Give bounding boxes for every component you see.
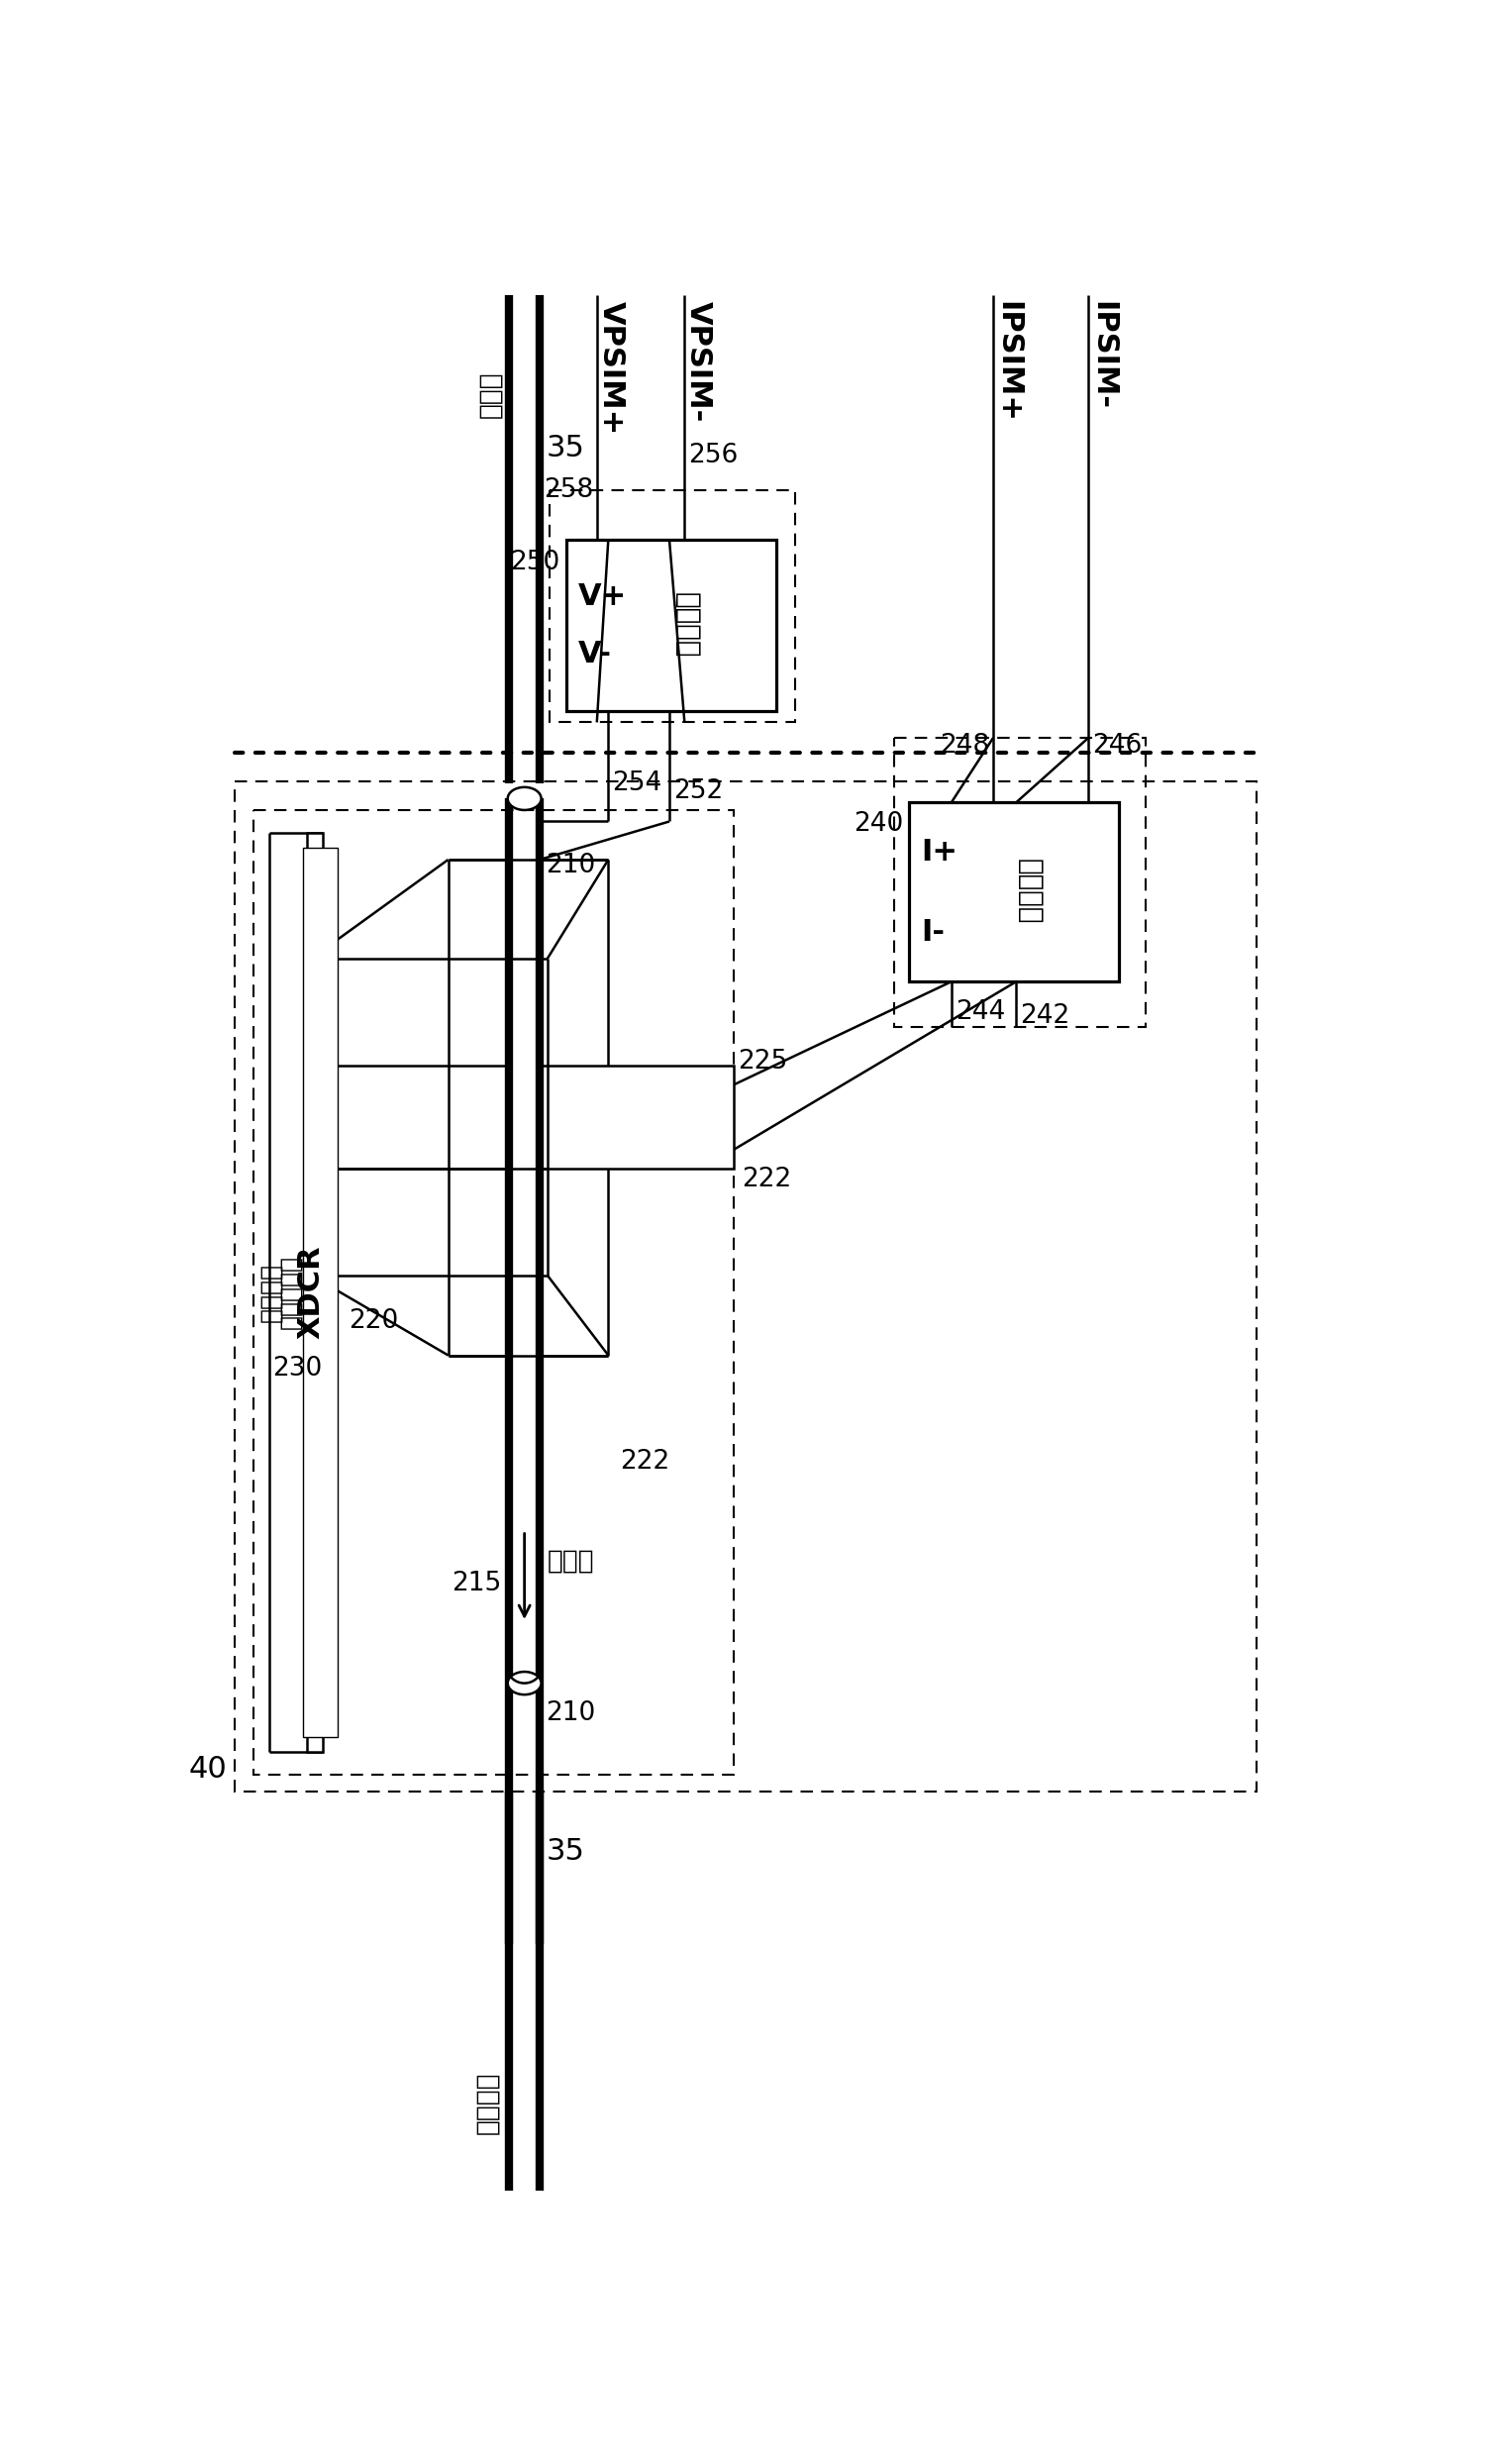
Text: 230: 230 (272, 1356, 322, 1381)
Ellipse shape (508, 788, 541, 810)
Text: I+: I+ (921, 837, 957, 866)
Bar (549, 490, 795, 724)
Text: 215: 215 (452, 1570, 502, 1597)
Text: 222: 222 (620, 1450, 670, 1474)
Text: 254: 254 (612, 770, 662, 797)
Text: 感测电路: 感测电路 (1016, 859, 1043, 925)
Text: 244: 244 (956, 999, 1005, 1024)
Text: IPSIM-: IPSIM- (1089, 300, 1117, 411)
Text: 220: 220 (349, 1309, 399, 1334)
Text: V+: V+ (578, 583, 626, 610)
Text: 252: 252 (673, 778, 723, 805)
Text: 电流分器: 电流分器 (259, 1262, 283, 1322)
Bar (304, 849, 337, 1737)
Text: 222: 222 (742, 1167, 791, 1194)
Text: 242: 242 (1021, 1004, 1070, 1029)
Text: 246: 246 (1093, 733, 1142, 758)
Bar (234, 783, 1256, 1792)
Ellipse shape (508, 1671, 541, 1696)
Text: I-: I- (921, 918, 945, 947)
Text: 240: 240 (854, 812, 903, 837)
Bar (307, 832, 322, 1752)
Text: 35: 35 (546, 433, 584, 463)
Bar (254, 810, 735, 1774)
Text: 258: 258 (543, 477, 593, 502)
Text: IPSIM+: IPSIM+ (993, 300, 1022, 423)
Text: 248: 248 (940, 733, 989, 758)
Text: 210: 210 (546, 854, 596, 879)
Text: 225: 225 (738, 1048, 788, 1075)
Bar (567, 539, 776, 711)
Text: 256: 256 (688, 443, 738, 468)
Text: V-: V- (578, 640, 611, 667)
Text: 来自电源: 来自电源 (475, 2072, 500, 2134)
Text: XDCR: XDCR (296, 1245, 325, 1339)
Text: 250: 250 (511, 549, 561, 576)
Bar (910, 802, 1119, 982)
Bar (894, 738, 1146, 1026)
Text: 霍尔效应器: 霍尔效应器 (278, 1255, 302, 1329)
Bar (547, 1066, 735, 1169)
Text: 210: 210 (546, 1701, 596, 1728)
Text: 至负荷: 至负荷 (478, 372, 503, 418)
Text: VPSIM+: VPSIM+ (597, 300, 626, 436)
Text: 35: 35 (546, 1836, 584, 1865)
Text: VPSIM-: VPSIM- (685, 300, 714, 423)
Text: 感测电路: 感测电路 (673, 593, 700, 657)
Text: 电流流: 电流流 (547, 1548, 594, 1575)
Text: 40: 40 (189, 1755, 227, 1784)
